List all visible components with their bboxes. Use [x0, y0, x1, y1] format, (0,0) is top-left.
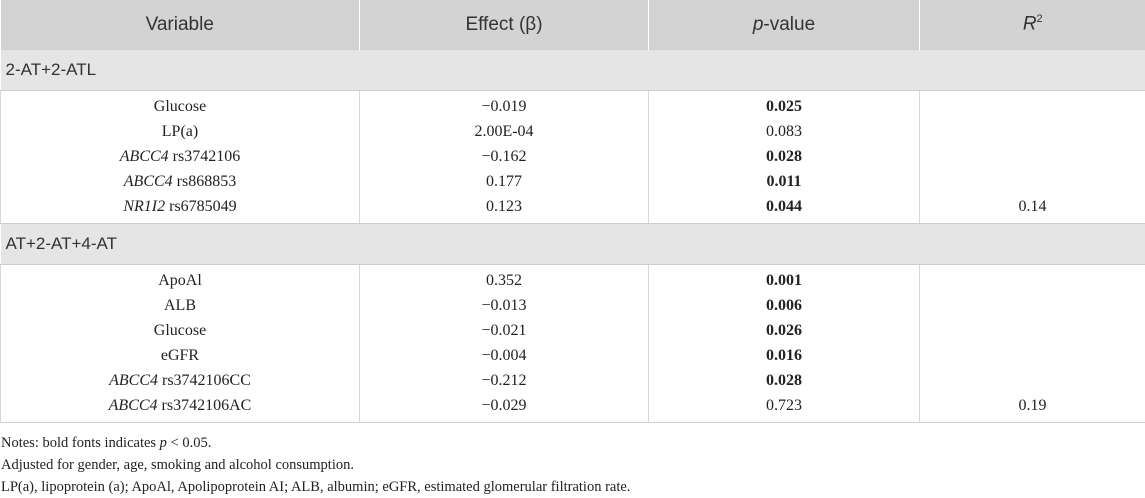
cell-r2	[920, 169, 1145, 194]
cell-variable: ABCC4 rs3742106	[1, 144, 360, 169]
cell-r2	[920, 343, 1145, 368]
variable-name: rs3742106AC	[158, 397, 252, 414]
cell-variable: eGFR	[1, 343, 360, 368]
variable-name: eGFR	[161, 347, 199, 364]
gene-name: ABCC4	[124, 173, 173, 190]
cell-variable: ABCC4 rs868853	[1, 169, 360, 194]
note-significance-prefix: Notes: bold fonts indicates	[1, 435, 160, 451]
cell-r2	[920, 265, 1145, 294]
cell-r2	[920, 119, 1145, 144]
cell-variable: ABCC4 rs3742106AC	[1, 393, 360, 423]
gene-name: ABCC4	[120, 148, 169, 165]
note-significance: Notes: bold fonts indicates p < 0.05.	[1, 432, 1145, 454]
cell-variable: NR1I2 rs6785049	[1, 194, 360, 224]
cell-effect: −0.019	[360, 91, 649, 120]
header-effect: Effect (β)	[360, 0, 649, 50]
cell-pvalue: 0.723	[649, 393, 920, 423]
cell-pvalue: 0.006	[649, 293, 920, 318]
variable-name: rs868853	[173, 173, 237, 190]
note-significance-p: p	[160, 435, 167, 451]
variable-name: LP(a)	[162, 123, 198, 140]
cell-variable: Glucose	[1, 91, 360, 120]
gene-name: ABCC4	[109, 372, 158, 389]
note-adjustment: Adjusted for gender, age, smoking and al…	[1, 454, 1145, 476]
header-r2: R2	[920, 0, 1145, 50]
cell-r2	[920, 318, 1145, 343]
group-label: AT+2-AT+4-AT	[1, 224, 1145, 265]
cell-effect: −0.212	[360, 368, 649, 393]
header-row: Variable Effect (β) p-value R2	[1, 0, 1145, 50]
cell-pvalue: 0.016	[649, 343, 920, 368]
table-header: Variable Effect (β) p-value R2	[1, 0, 1145, 50]
cell-variable: ALB	[1, 293, 360, 318]
cell-r2	[920, 144, 1145, 169]
variable-name: ALB	[164, 297, 196, 314]
cell-r2	[920, 91, 1145, 120]
cell-variable: LP(a)	[1, 119, 360, 144]
gene-name: NR1I2	[123, 198, 165, 215]
table-notes: Notes: bold fonts indicates p < 0.05. Ad…	[0, 432, 1145, 498]
cell-pvalue: 0.025	[649, 91, 920, 120]
cell-effect: −0.004	[360, 343, 649, 368]
cell-effect: −0.013	[360, 293, 649, 318]
variable-name: ApoAl	[158, 272, 202, 289]
cell-pvalue: 0.044	[649, 194, 920, 224]
cell-effect: 0.123	[360, 194, 649, 224]
cell-effect: 2.00E-04	[360, 119, 649, 144]
cell-r2: 0.19	[920, 393, 1145, 423]
header-pvalue-rest: -value	[763, 14, 815, 35]
cell-pvalue: 0.026	[649, 318, 920, 343]
cell-r2	[920, 293, 1145, 318]
cell-effect: −0.029	[360, 393, 649, 423]
regression-table: Variable Effect (β) p-value R2 2-AT+2-AT…	[0, 0, 1145, 423]
group-row: 2-AT+2-ATL	[1, 50, 1145, 91]
variable-name: rs3742106	[169, 148, 241, 165]
cell-effect: 0.352	[360, 265, 649, 294]
cell-effect: −0.021	[360, 318, 649, 343]
header-pvalue: p-value	[649, 0, 920, 50]
gene-name: ABCC4	[109, 397, 158, 414]
group-row: AT+2-AT+4-AT	[1, 224, 1145, 265]
cell-effect: 0.177	[360, 169, 649, 194]
note-significance-suffix: < 0.05.	[167, 435, 211, 451]
cell-variable: ABCC4 rs3742106CC	[1, 368, 360, 393]
variable-name: Glucose	[154, 322, 206, 339]
cell-r2: 0.14	[920, 194, 1145, 224]
cell-r2	[920, 368, 1145, 393]
cell-pvalue: 0.028	[649, 144, 920, 169]
cell-pvalue: 0.028	[649, 368, 920, 393]
cell-pvalue: 0.001	[649, 265, 920, 294]
variable-name: rs3742106CC	[158, 372, 251, 389]
header-r2-base: R	[1023, 14, 1037, 35]
header-pvalue-p: p	[753, 14, 764, 35]
cell-variable: ApoAl	[1, 265, 360, 294]
variable-name: Glucose	[154, 98, 206, 115]
cell-pvalue: 0.083	[649, 119, 920, 144]
cell-pvalue: 0.011	[649, 169, 920, 194]
header-r2-sup: 2	[1037, 13, 1043, 25]
cell-effect: −0.162	[360, 144, 649, 169]
variable-name: rs6785049	[165, 198, 237, 215]
cell-variable: Glucose	[1, 318, 360, 343]
note-abbreviations: LP(a), lipoprotein (a); ApoAl, Apolipopr…	[1, 476, 1145, 498]
header-variable: Variable	[1, 0, 360, 50]
group-label: 2-AT+2-ATL	[1, 50, 1145, 91]
